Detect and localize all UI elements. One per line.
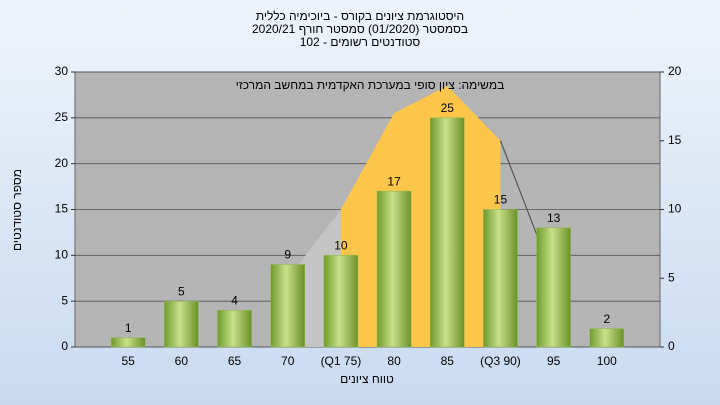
y2-tick-label: 20: [668, 64, 682, 78]
bar: [536, 227, 571, 348]
x-tick-label: (Q3 90): [480, 354, 521, 368]
bar: [483, 209, 518, 348]
bar: [270, 264, 305, 348]
y2-tick-label: 5: [668, 270, 675, 284]
x-tick-label: 60: [175, 354, 189, 368]
value-label: 1: [125, 321, 132, 335]
chart-title: היסטוגרמת ציונים בקורס - ביוכימיה כללית: [256, 9, 464, 23]
x-tick-label: 70: [281, 354, 295, 368]
x-tick-label: (Q1 75): [321, 354, 362, 368]
y-tick-label: 0: [61, 339, 68, 353]
value-label: 25: [441, 101, 455, 115]
value-label: 13: [547, 211, 561, 225]
x-axis-label: טווח ציונים: [340, 372, 394, 386]
bar: [376, 190, 412, 348]
y-tick-label: 5: [61, 293, 68, 307]
x-tick-label: 55: [122, 354, 136, 368]
chart-title: בסמסטר (01/2020) סמסטר חורף 2020/21: [252, 22, 468, 36]
y2-tick-label: 10: [668, 202, 682, 216]
y-tick-label: 20: [55, 156, 69, 170]
chart-title: סטודנטים רשומים - 102: [300, 35, 421, 49]
bar: [110, 337, 146, 348]
x-tick-label: 95: [547, 354, 561, 368]
value-label: 2: [603, 312, 610, 326]
y-tick-label: 30: [55, 64, 69, 78]
annotation: במשימה: ציון סופי במערכת האקדמית במחשב ה…: [236, 78, 505, 92]
x-tick-label: 85: [441, 354, 455, 368]
value-label: 4: [231, 294, 238, 308]
value-label: 17: [387, 174, 401, 188]
value-label: 15: [494, 193, 508, 207]
bar: [323, 255, 359, 348]
y2-tick-label: 0: [668, 339, 675, 353]
value-label: 10: [334, 239, 348, 253]
bar: [589, 328, 625, 348]
x-tick-label: 80: [387, 354, 401, 368]
x-tick-label: 65: [228, 354, 242, 368]
bar: [430, 117, 465, 348]
bar: [217, 310, 252, 348]
value-label: 9: [284, 248, 291, 262]
y-tick-label: 25: [55, 110, 69, 124]
y-axis-label: מספר סטודנטים: [10, 169, 24, 251]
y-tick-label: 10: [55, 248, 69, 262]
bar: [164, 300, 199, 348]
x-tick-label: 100: [597, 354, 617, 368]
value-label: 5: [178, 284, 185, 298]
y2-tick-label: 15: [668, 133, 682, 147]
y-tick-label: 15: [55, 202, 69, 216]
